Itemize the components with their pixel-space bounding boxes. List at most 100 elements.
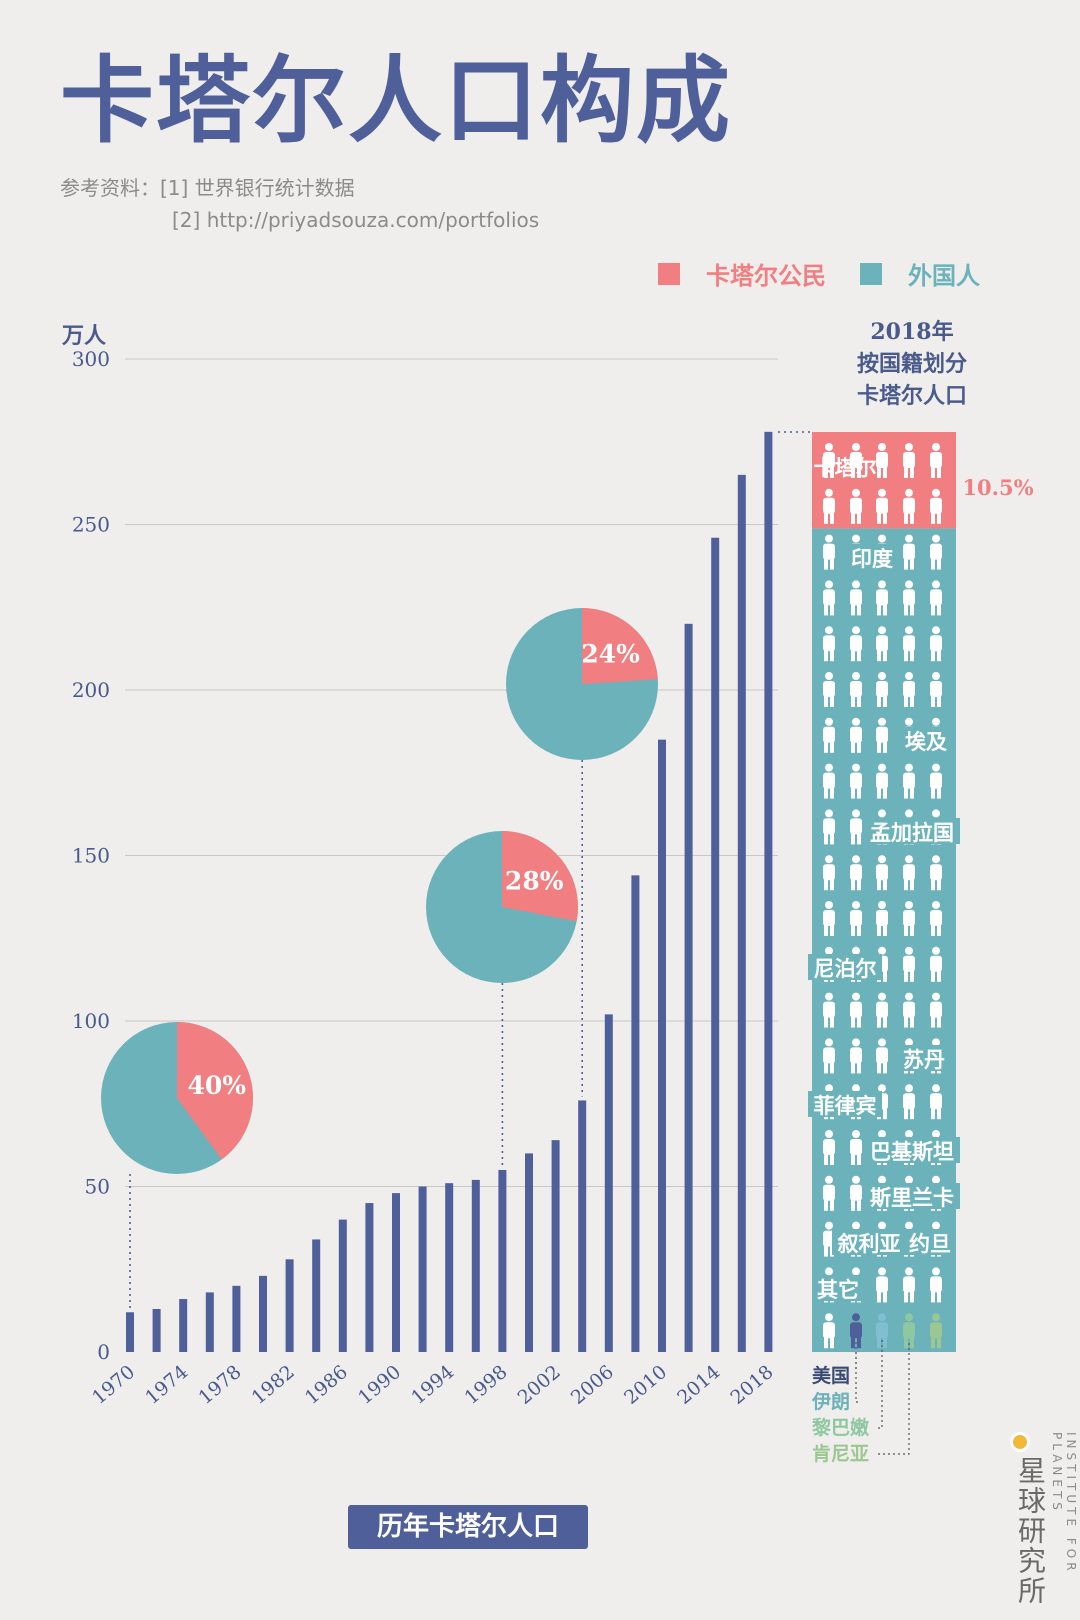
person-leg xyxy=(937,786,941,799)
person-leg xyxy=(824,1153,828,1165)
person-body xyxy=(823,635,835,652)
person-head xyxy=(825,946,833,955)
person-leg xyxy=(904,649,908,662)
person-head xyxy=(878,534,886,543)
group-label: 尼泊尔 xyxy=(814,956,877,981)
person-leg xyxy=(824,1198,828,1211)
person-leg xyxy=(904,1107,908,1120)
mini-legend-label: 伊朗 xyxy=(811,1390,850,1413)
person-body xyxy=(903,1276,915,1293)
person-leg xyxy=(857,924,861,936)
person-icon xyxy=(876,763,888,799)
bar xyxy=(551,1140,560,1352)
person-head xyxy=(825,1221,833,1230)
bar xyxy=(392,1193,400,1352)
person-leg xyxy=(877,649,881,662)
mini-legend-label: 美国 xyxy=(812,1364,850,1387)
person-leg xyxy=(883,740,887,753)
person-leg xyxy=(931,1107,935,1120)
group-label: 印度 xyxy=(851,546,893,571)
person-head xyxy=(852,626,860,635)
person-leg xyxy=(931,786,935,799)
person-leg xyxy=(937,649,941,662)
person-leg xyxy=(824,1336,828,1349)
person-head xyxy=(878,763,886,772)
bar xyxy=(152,1308,161,1352)
person-leg xyxy=(857,878,861,891)
person-leg xyxy=(904,695,908,707)
brand: 星球研究所 INSTITUTE FOR PLANETS xyxy=(1010,1432,1078,1606)
person-leg xyxy=(830,466,834,478)
bar xyxy=(232,1285,241,1352)
person-body xyxy=(850,1001,862,1018)
person-head xyxy=(905,443,913,451)
person-leg xyxy=(904,466,908,478)
person-head xyxy=(905,946,913,955)
person-body xyxy=(903,635,915,652)
x-tick-label: 1974 xyxy=(141,1361,192,1409)
person-head xyxy=(852,809,860,818)
person-icon xyxy=(823,992,835,1028)
person-icon xyxy=(876,1038,888,1074)
person-head xyxy=(852,946,860,955)
person-leg xyxy=(824,695,828,707)
mini-legend-label: 肯尼亚 xyxy=(812,1442,869,1465)
group-label: 约旦 xyxy=(909,1231,951,1256)
person-head xyxy=(878,580,886,589)
person-icon xyxy=(930,1267,942,1303)
person-icon xyxy=(930,1084,942,1120)
person-body xyxy=(903,589,915,606)
mini-legend-label: 黎巴嫩 xyxy=(812,1416,870,1439)
person-body xyxy=(930,1322,942,1339)
person-body xyxy=(930,955,942,972)
y-tick-label: 150 xyxy=(72,844,110,868)
qatari-share-label: 10.5% xyxy=(962,475,1033,500)
person-head xyxy=(825,809,833,818)
brand-english: INSTITUTE FOR PLANETS xyxy=(1050,1432,1078,1575)
person-leg xyxy=(904,603,908,616)
person-head xyxy=(932,763,940,772)
person-head xyxy=(852,1221,860,1230)
x-tick-label: 1990 xyxy=(354,1361,405,1409)
bar xyxy=(525,1153,533,1352)
person-leg xyxy=(830,1198,834,1211)
person-body xyxy=(876,772,888,789)
person-icon xyxy=(823,672,835,707)
person-body xyxy=(903,910,915,926)
person-icon xyxy=(903,992,915,1028)
person-leg xyxy=(883,511,887,524)
bar xyxy=(205,1292,214,1352)
person-leg xyxy=(824,740,828,753)
person-body xyxy=(850,1047,862,1064)
group-label-bg xyxy=(864,818,960,844)
person-leg xyxy=(824,1244,828,1257)
person-leg xyxy=(851,924,855,936)
y-tick-label: 200 xyxy=(72,678,110,702)
person-head xyxy=(905,855,913,864)
y-tick-label: 0 xyxy=(97,1340,110,1364)
person-icon xyxy=(903,580,915,616)
person-head xyxy=(878,626,886,635)
person-head xyxy=(932,534,940,543)
brand-name: 星球研究所 xyxy=(1014,1456,1047,1606)
person-body xyxy=(903,452,915,468)
person-leg xyxy=(931,1336,935,1349)
person-head xyxy=(852,1084,860,1093)
person-icon xyxy=(850,672,862,707)
person-body xyxy=(903,864,915,881)
person-leg xyxy=(851,832,855,845)
person-head xyxy=(878,1084,886,1093)
person-icon xyxy=(823,855,835,891)
person-leg xyxy=(931,557,935,570)
bar xyxy=(312,1239,321,1352)
person-head xyxy=(852,855,860,864)
person-leg xyxy=(937,878,941,891)
person-leg xyxy=(830,878,834,891)
person-leg xyxy=(937,1015,941,1028)
person-leg xyxy=(910,969,914,982)
person-icon xyxy=(930,534,942,570)
person-leg xyxy=(877,603,881,616)
person-leg xyxy=(904,557,908,570)
person-leg xyxy=(830,649,834,662)
